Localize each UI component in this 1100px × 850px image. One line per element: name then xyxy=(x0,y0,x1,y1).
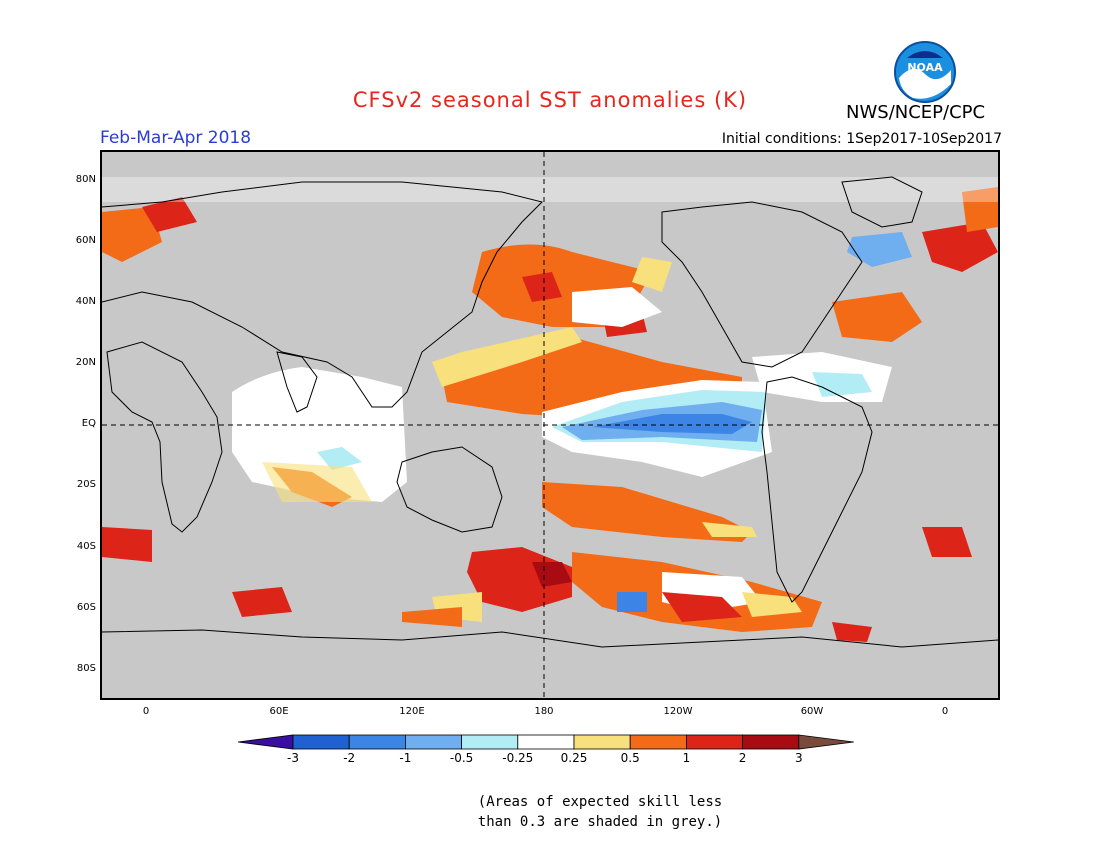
colorbar-tick-label: 0.25 xyxy=(560,751,588,765)
map-title: CFSv2 seasonal SST anomalies (K) xyxy=(352,88,748,112)
logo-text: NOAA xyxy=(907,61,943,74)
indian-ocean-yellow xyxy=(262,462,372,502)
colorbar-bin xyxy=(573,734,631,750)
south-atlantic-orange xyxy=(922,527,972,557)
colorbar-tick-label: -2 xyxy=(343,751,356,765)
colorbar-bin xyxy=(629,734,687,750)
colorbar xyxy=(238,734,854,750)
anomaly-fields xyxy=(102,177,998,642)
labrador-blue xyxy=(847,232,912,267)
eurasia-coast xyxy=(102,181,543,408)
south-pacific-sector-blue xyxy=(617,592,647,612)
greenland-coast xyxy=(841,176,923,228)
north-atlantic-red xyxy=(922,222,998,272)
drake-red xyxy=(832,622,872,642)
lon-tick-0-east: 0 xyxy=(941,706,949,717)
colorbar-tick-label: 2 xyxy=(738,751,747,765)
agency-label: NWS/NCEP/CPC xyxy=(846,102,986,123)
footnote-line-1: (Areas of expected skill less xyxy=(477,794,723,810)
colorbar-tick-label: -3 xyxy=(287,751,299,765)
colorbar-tick-label: 3 xyxy=(794,751,803,765)
north-pacific-red xyxy=(522,272,562,302)
lat-tick-80s: 80S xyxy=(76,663,96,674)
barents-orange xyxy=(102,207,162,262)
barents-red xyxy=(142,197,197,232)
season-label: Feb-Mar-Apr 2018 xyxy=(100,128,252,148)
indian-ocean-lightblue xyxy=(317,447,362,470)
colorbar-bin xyxy=(742,734,800,750)
colorbar-high-arrow xyxy=(798,734,854,750)
north-america-coast xyxy=(661,201,863,368)
colorbar-bin xyxy=(348,734,406,750)
lat-tick-40n: 40N xyxy=(75,296,96,307)
lat-tick-eq: EQ xyxy=(81,418,96,429)
africa-coast xyxy=(106,341,223,533)
initial-conditions-label: Initial conditions: 1Sep2017-10Sep2017 xyxy=(721,131,1002,147)
lon-tick-60w: 60W xyxy=(800,706,824,717)
south-pacific-yellow xyxy=(702,522,757,537)
noaa-logo: NOAA xyxy=(894,41,956,103)
colorbar-tick-label: -0.5 xyxy=(449,751,474,765)
lon-tick-120w: 120W xyxy=(663,706,693,717)
colorbar-bin xyxy=(292,734,350,750)
colorbar-tick-label: -0.25 xyxy=(502,751,534,765)
india-coast xyxy=(276,351,318,413)
skill-footnote: (Areas of expected skill less than 0.3 a… xyxy=(470,792,730,832)
gulf-stream-orange xyxy=(832,292,922,342)
antarctica-coast xyxy=(102,629,998,648)
colorbar-tick-label: 0.5 xyxy=(620,751,640,765)
map-canvas xyxy=(102,152,998,698)
colorbar-bin xyxy=(517,734,575,750)
north-pacific-yellow xyxy=(632,257,672,292)
lat-tick-60s: 60S xyxy=(76,602,96,613)
lon-tick-120e: 120E xyxy=(399,706,425,717)
south-indian-west-red xyxy=(102,527,152,562)
south-pacific-orange xyxy=(542,482,752,542)
colorbar-bin xyxy=(461,734,519,750)
lat-tick-20n: 20N xyxy=(75,357,96,368)
australia-coast xyxy=(396,446,503,533)
colorbar-tick-label: -1 xyxy=(399,751,412,765)
southern-ocean-orange xyxy=(402,607,462,627)
lat-tick-20s: 20S xyxy=(76,479,96,490)
colorbar-bin xyxy=(685,734,743,750)
south-pacific-sector-red xyxy=(662,592,742,622)
lon-tick-180: 180 xyxy=(534,706,554,717)
north-pacific-white xyxy=(572,287,662,327)
colorbar-bin xyxy=(404,734,462,750)
footnote-line-2: than 0.3 are shaded in grey.) xyxy=(477,814,723,830)
arctic-white xyxy=(102,177,998,202)
lat-tick-80n: 80N xyxy=(75,174,96,185)
southern-ocean-darkred xyxy=(532,562,572,587)
colorbar-low-arrow xyxy=(238,734,294,750)
south-pacific-sector-yellow xyxy=(742,592,802,617)
coastlines xyxy=(102,176,998,648)
nordic-orange xyxy=(962,187,998,232)
cold-tongue-strong-blue xyxy=(592,414,752,434)
lon-tick-0: 0 xyxy=(142,706,150,717)
lat-tick-40s: 40S xyxy=(76,541,96,552)
south-indian-orange xyxy=(232,587,292,617)
north-atlantic-lightblue xyxy=(812,372,872,397)
sst-anomaly-map xyxy=(100,150,1000,700)
colorbar-tick-label: 1 xyxy=(682,751,691,765)
lon-tick-60e: 60E xyxy=(269,706,289,717)
lat-tick-60n: 60N xyxy=(75,235,96,246)
south-america-coast xyxy=(761,376,873,603)
